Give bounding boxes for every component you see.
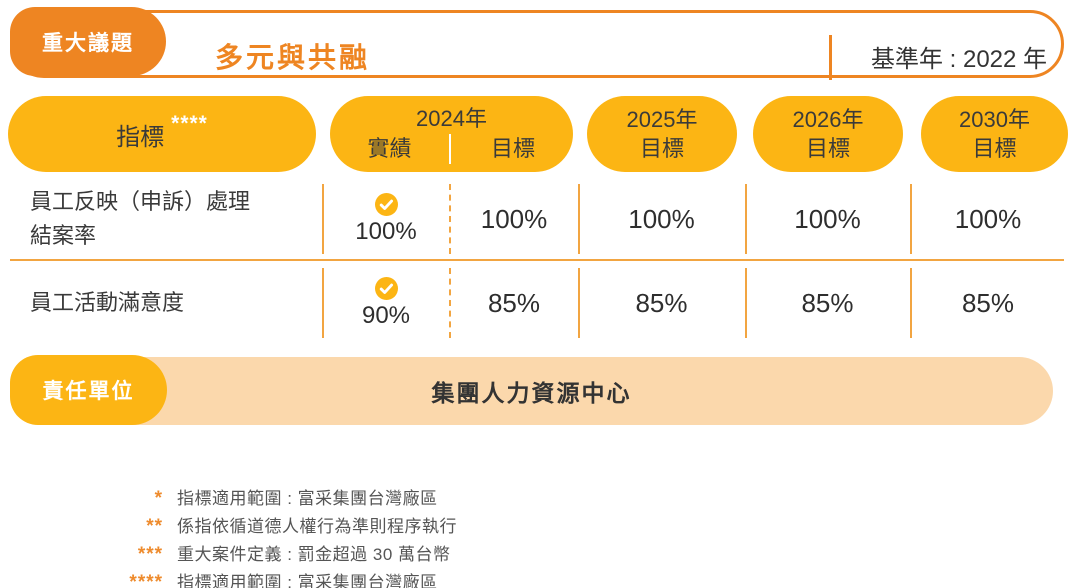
target-2030-value: 85% [961,287,1015,318]
table-row: 員工反映（申訴）處理 結案率 100% 100% 100% 100% 100% [0,178,1074,260]
dashed-column-divider [449,268,451,338]
year-2025-label: 2025年 [626,107,698,132]
subheader-divider [449,133,451,164]
footnote-marker: * [154,488,163,509]
column-divider [745,184,747,254]
footnote-text: 指標適用範圍 : 富采集團台灣廠區 [177,572,438,588]
header-divider [829,35,832,80]
target-2026-value: 100% [794,203,861,234]
column-divider [322,184,324,254]
actual-2024-value: 90% [361,301,411,329]
column-divider [910,268,912,338]
footnote-text: 重大案件定義 : 罰金超過 30 萬台幣 [177,544,451,564]
column-divider [322,268,324,338]
column-header-2030: 2030年 目標 [921,96,1068,172]
row-separator [10,259,1064,261]
indicator-label: 指標 [116,123,165,151]
footnote: *** 重大案件定義 : 罰金超過 30 萬台幣 [0,538,1074,566]
baseline-year-label: 基準年 : 2022 年 [870,45,1048,73]
actual-target-subheader: 實績 目標 [330,133,573,167]
target-2030-label: 目標 [972,136,1017,161]
actual-2024-cell: 90% [324,262,448,344]
dashed-column-divider [449,184,451,254]
footnote-marker: *** [137,544,163,565]
column-header-2026: 2026年 目標 [753,96,903,172]
responsible-unit-value: 集團人力資源中心 [431,380,632,406]
target-2026-label: 目標 [805,136,850,161]
year-2030-label: 2030年 [959,107,1030,132]
target-2025-value: 100% [628,203,695,234]
footnote-text: 指標適用範圍 : 富采集團台灣廠區 [177,488,438,508]
column-header-2025: 2025年 目標 [587,96,737,172]
indicator-column-header: 指標 **** [8,96,316,172]
actual-label: 實績 [367,135,412,161]
target-2025-value: 85% [635,287,688,318]
column-header-2024: 2024年 實績 目標 [330,96,573,172]
check-icon [374,276,398,300]
target-2024-value: 100% [480,203,548,234]
footnotes: * 指標適用範圍 : 富采集團台灣廠區 ** 係指依循道德人權行為準則程序執行 … [0,482,1074,588]
footnote: ** 係指依循道德人權行為準則程序執行 [0,510,1074,538]
column-divider [910,184,912,254]
topic-title: 多元與共融 [215,42,371,73]
footnote-text: 係指依循道德人權行為準則程序執行 [177,516,457,536]
footnote: **** 指標適用範圍 : 富采集團台灣廠區 [0,566,1074,588]
target-2024-value: 85% [487,287,541,318]
year-2024-label: 2024年 [416,105,487,131]
target-2026-value: 85% [801,287,854,318]
responsible-unit-bar: 集團人力資源中心 [10,357,1053,425]
actual-2024-value: 100% [355,217,417,245]
material-topic-badge: 重大議題 [10,7,166,76]
column-divider [578,268,580,338]
topic-header-box: 多元與共融 基準年 : 2022 年 [10,10,1064,80]
target-2030-value: 100% [954,203,1022,234]
indicator-footnote-marker: **** [171,112,208,135]
footnote-marker: ** [146,516,163,537]
column-divider [578,184,580,254]
indicator-name: 員工活動滿意度 [30,290,185,315]
responsible-unit-badge: 責任單位 [10,355,167,425]
check-icon [374,192,398,216]
table-row: 員工活動滿意度 90% 85% 85% 85% 85% [0,262,1074,344]
actual-2024-cell: 100% [324,178,448,260]
footnote-marker: **** [129,572,163,588]
year-2026-label: 2026年 [792,107,864,132]
target-2025-label: 目標 [639,136,684,161]
footnote: * 指標適用範圍 : 富采集團台灣廠區 [0,482,1074,510]
column-divider [745,268,747,338]
target-label: 目標 [490,135,535,161]
indicator-name: 員工反映（申訴）處理 結案率 [30,189,251,248]
